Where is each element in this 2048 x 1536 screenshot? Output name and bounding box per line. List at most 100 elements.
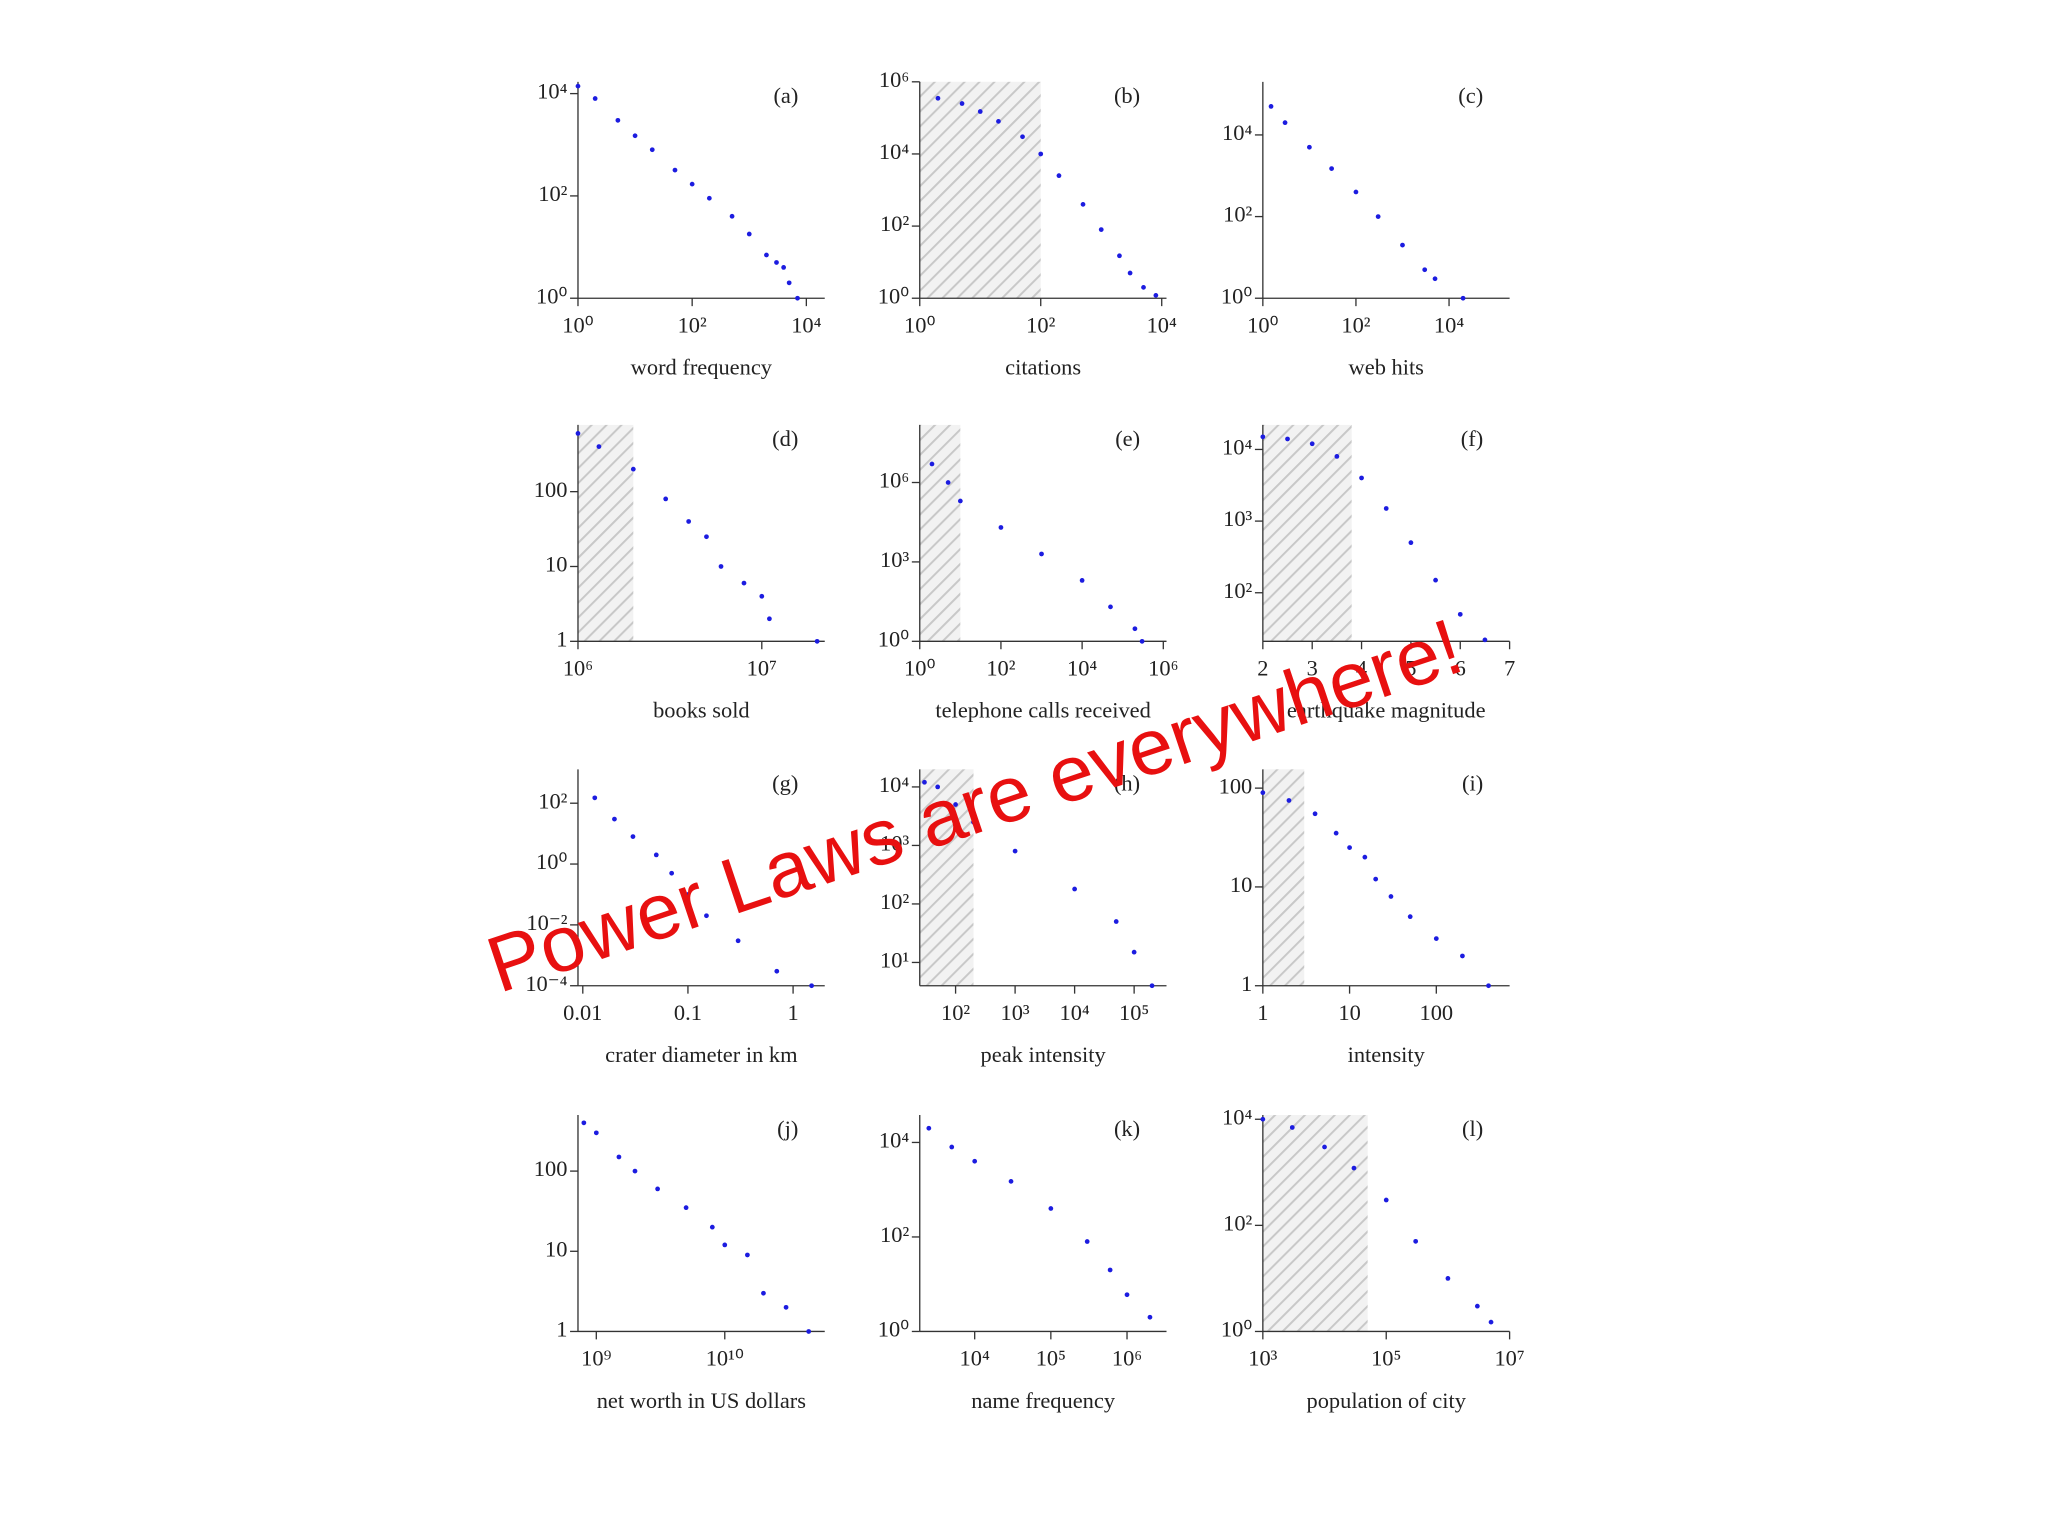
x-tick-label: 10² — [941, 1000, 970, 1025]
panel: 10² 10³ 10⁴ 10⁵ 10¹ 10² 10³ 10⁴ (h) peak intensit… — [879, 769, 1167, 1067]
y-tick-label: 10² — [538, 181, 567, 206]
data-point — [1488, 1319, 1494, 1325]
data-point — [786, 280, 792, 286]
x-tick-label: 10² — [1341, 312, 1370, 337]
x-tick-label: 6 — [1455, 655, 1466, 680]
x-tick-label: 10⁴ — [1147, 312, 1177, 337]
data-point — [1286, 798, 1292, 803]
data-point — [1433, 936, 1439, 941]
shaded-region — [919, 81, 1041, 299]
y-tick-label: 10⁰ — [1221, 1317, 1252, 1342]
y-tick-label: 10⁴ — [1222, 435, 1252, 460]
data-point — [663, 496, 669, 502]
shaded-region — [1262, 769, 1305, 986]
data-point — [1139, 638, 1145, 644]
data-point — [741, 580, 747, 586]
x-tick-label: 10⁰ — [904, 655, 935, 680]
data-point — [1285, 436, 1290, 442]
y-tick-label: 10² — [880, 1222, 909, 1247]
data-point — [1312, 811, 1318, 817]
x-tick-label: 10⁵ — [1036, 1346, 1066, 1371]
data-point — [1108, 604, 1113, 610]
data-point — [806, 1329, 812, 1334]
data-point — [1038, 151, 1044, 157]
panel: 10⁰ 10² 10⁴ 10⁰ 10² 10⁴ 10⁶ (b) citations — [878, 67, 1177, 380]
shaded-region — [919, 769, 974, 986]
panel-label: (f) — [1461, 426, 1483, 451]
data-point — [972, 1158, 978, 1164]
data-point — [977, 109, 983, 114]
y-tick-label: 10 — [545, 1236, 567, 1261]
data-point — [1474, 1303, 1480, 1309]
x-tick-label: 1 — [1257, 1000, 1268, 1025]
data-point — [575, 431, 581, 436]
data-point — [632, 133, 638, 139]
data-point — [1329, 166, 1334, 171]
data-point — [1322, 1144, 1327, 1150]
data-point — [935, 784, 941, 790]
data-point — [1445, 1276, 1451, 1281]
data-point — [689, 181, 695, 187]
panel: 0.01 0.1 1 10⁻⁴ 10⁻² 10⁰ 10² (g) crater diameter… — [525, 769, 825, 1067]
y-tick-label: 10⁶ — [879, 468, 909, 493]
y-tick-label: 10³ — [1223, 506, 1252, 531]
x-axis-label: intensity — [1348, 1042, 1426, 1067]
x-tick-label: 10⁶ — [1112, 1346, 1142, 1371]
data-point — [761, 1290, 766, 1296]
y-tick-label: 10² — [1223, 578, 1252, 603]
data-point — [1334, 454, 1340, 459]
y-tick-label: 10 — [1230, 872, 1252, 897]
y-tick-label: 10⁶ — [879, 67, 909, 92]
data-point — [649, 147, 655, 153]
x-tick-label: 0.1 — [674, 1000, 702, 1025]
data-point — [774, 968, 780, 974]
x-axis-label: name frequency — [971, 1388, 1116, 1413]
data-point — [1383, 1197, 1389, 1203]
x-tick-label: 0.01 — [563, 1000, 602, 1025]
panel-label: (b) — [1114, 83, 1140, 108]
data-point — [957, 498, 963, 504]
data-point — [1039, 551, 1044, 557]
x-tick-label: 10⁰ — [562, 312, 593, 337]
y-tick-label: 10⁴ — [1222, 1104, 1252, 1129]
data-point — [683, 1205, 689, 1211]
panel-label: (c) — [1458, 83, 1483, 108]
y-tick-label: 10⁰ — [1221, 283, 1252, 308]
data-point — [1048, 1206, 1054, 1211]
data-point — [1268, 104, 1274, 109]
data-point — [1309, 441, 1315, 447]
y-tick-label: 10⁰ — [536, 849, 567, 874]
y-tick-label: 10⁴ — [1222, 120, 1252, 145]
x-tick-label: 7 — [1504, 655, 1515, 680]
x-axis-label: peak intensity — [981, 1042, 1107, 1067]
data-point — [1008, 1179, 1014, 1184]
y-tick-label: 1 — [556, 1317, 567, 1342]
data-point — [774, 260, 779, 265]
x-axis-label: net worth in US dollars — [597, 1388, 806, 1413]
data-point — [1282, 120, 1288, 126]
data-point — [1084, 1239, 1090, 1244]
data-point — [926, 1125, 932, 1131]
y-tick-label: 10⁰ — [878, 283, 909, 308]
y-tick-label: 10⁴ — [879, 139, 909, 164]
x-tick-label: 3 — [1307, 655, 1318, 680]
data-point — [1132, 626, 1138, 632]
data-point — [1359, 475, 1364, 481]
x-tick-label: 10⁰ — [904, 312, 935, 337]
y-tick-label: 100 — [1219, 773, 1253, 798]
panel: 10⁰ 10² 10⁴ 10⁰ 10² 10⁴ (c) web hits — [1221, 81, 1510, 380]
y-tick-label: 1 — [1241, 971, 1252, 996]
data-point — [592, 795, 598, 801]
data-point — [630, 466, 636, 472]
data-point — [655, 1186, 660, 1192]
data-point — [746, 231, 752, 237]
x-tick-label: 10³ — [1001, 1000, 1030, 1025]
y-tick-label: 10⁻² — [526, 910, 567, 935]
data-point — [581, 1120, 587, 1126]
x-axis-label: web hits — [1349, 355, 1424, 380]
y-tick-label: 10² — [880, 211, 909, 236]
data-point — [996, 119, 1001, 124]
data-point — [814, 638, 820, 644]
data-point — [1260, 790, 1266, 796]
x-axis-label: word frequency — [631, 355, 773, 380]
